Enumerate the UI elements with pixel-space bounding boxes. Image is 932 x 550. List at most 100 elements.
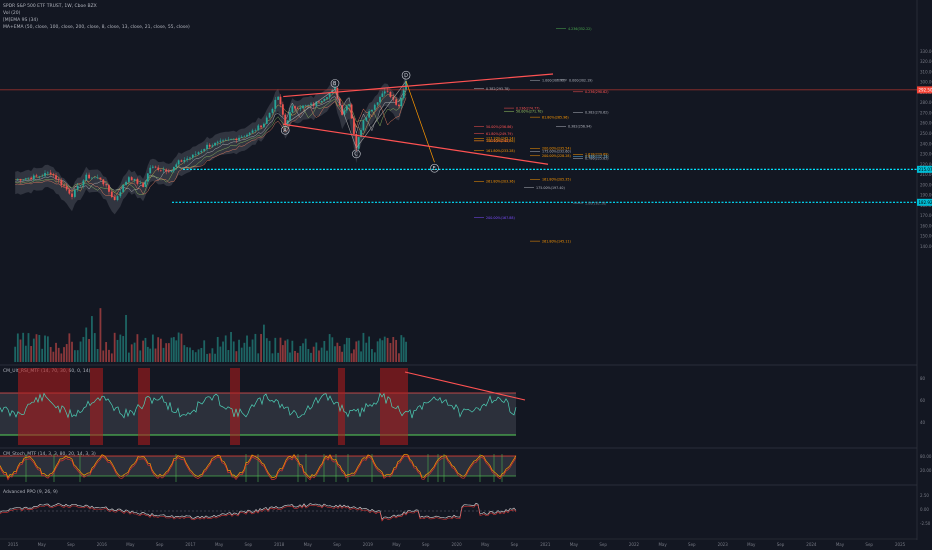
candle-body — [16, 179, 19, 180]
candle-body — [63, 185, 65, 187]
volume-bar — [157, 337, 160, 362]
volume-bar — [57, 347, 60, 362]
volume-bar — [159, 338, 162, 362]
candle-body — [206, 144, 208, 149]
stoch-tick-label: 20.00 — [920, 468, 932, 473]
candle-body — [328, 93, 331, 98]
candle-body — [130, 177, 133, 181]
rsi-divergence-line — [404, 371, 526, 401]
volume-bar — [38, 334, 41, 362]
candle-body — [125, 181, 127, 185]
candle-body — [230, 139, 232, 140]
volume-bar — [183, 345, 186, 362]
candle-body — [383, 91, 386, 94]
ppo-signal-line — [0, 504, 517, 522]
candle-body — [365, 117, 368, 121]
volume-bar — [312, 346, 315, 362]
candle-body — [310, 103, 312, 105]
price-tick-label: 200.00 — [920, 182, 932, 187]
price-level-badge-text: 182.92 — [919, 200, 932, 205]
volume-bar — [110, 353, 113, 362]
volume-bar — [336, 342, 339, 362]
volume-bar — [405, 341, 407, 362]
volume-bar — [125, 314, 127, 362]
fib-level-label: 1.00(182.16) — [585, 201, 606, 205]
pattern-point-circle — [401, 70, 411, 80]
volume-bar — [281, 345, 284, 362]
volume-bar — [271, 353, 274, 362]
time-tick-label: May — [481, 542, 490, 547]
candle-body — [139, 183, 142, 184]
volume-bar — [154, 348, 157, 362]
time-tick-label: May — [392, 542, 401, 547]
volume-bar — [211, 348, 214, 362]
volume-bar — [208, 353, 211, 362]
volume-bar — [73, 350, 76, 362]
fib-level-label: 1.414(242.80) — [486, 139, 510, 143]
candle-body — [165, 169, 168, 172]
volume-bar — [149, 348, 152, 362]
candle-body — [22, 179, 25, 181]
time-tick-label: Sep — [688, 542, 696, 547]
stoch-k-line — [0, 453, 517, 479]
ppo-line — [0, 502, 517, 521]
moving-average-line — [15, 90, 407, 193]
price-tick-label: 230.00 — [920, 152, 932, 157]
candle-body — [240, 136, 243, 138]
candle-body — [248, 132, 251, 135]
volume-bar — [189, 347, 191, 362]
price-tick-label: 210.00 — [920, 172, 932, 177]
current-price-text: 292.50 — [919, 87, 932, 92]
projection-line — [405, 81, 435, 163]
volume-bar — [165, 343, 168, 362]
candle-body — [400, 98, 403, 107]
lower-wedge-line — [283, 123, 549, 165]
price-tick-label: 150.00 — [920, 234, 932, 239]
pattern-point-circle — [280, 125, 290, 135]
candle-body — [189, 157, 191, 159]
volume-bar — [227, 350, 230, 362]
pattern-point-circle — [352, 149, 361, 159]
time-tick-label: Sep — [422, 542, 430, 547]
rsi-tick-label: 60 — [920, 398, 926, 403]
fib-level-label: 61.80%(249.79) — [486, 132, 513, 136]
volume-bar — [214, 353, 216, 362]
candle-body — [60, 180, 63, 186]
candle-body — [219, 140, 222, 142]
pattern-point-circle — [330, 79, 340, 88]
volume-bar — [338, 346, 341, 362]
candle-body — [144, 181, 147, 187]
volume-bar — [353, 349, 355, 362]
candle-body — [208, 144, 211, 147]
time-tick-label: 2019 — [363, 542, 374, 547]
volume-bar — [76, 350, 79, 362]
volume-bar — [71, 341, 73, 362]
price-tick-label: 190.00 — [920, 193, 932, 198]
upper-wedge-line — [283, 73, 554, 98]
candle-body — [55, 175, 57, 180]
volume-bar — [206, 353, 208, 362]
candle-body — [284, 114, 287, 125]
price-level-badge — [917, 165, 932, 173]
volume-bar — [386, 337, 389, 362]
rsi-overbought-zone — [138, 368, 150, 445]
candle-body — [341, 105, 343, 115]
fib-level-label: 0.382(256.94) — [568, 125, 592, 129]
candle-body — [371, 109, 373, 112]
volume-bar — [65, 344, 68, 362]
candle-body — [170, 170, 173, 172]
candle-body — [149, 167, 152, 174]
volume-bar — [320, 347, 323, 362]
price-level-badge — [917, 198, 932, 206]
time-tick-label: Sep — [245, 542, 253, 547]
candle-body — [405, 81, 407, 90]
volume-bar — [116, 339, 119, 362]
candle-body — [360, 130, 362, 138]
candle-body — [200, 150, 203, 153]
time-tick-label: May — [836, 542, 845, 547]
volume-bar — [243, 342, 246, 362]
volume-bar — [334, 346, 336, 362]
time-tick-label: 2016 — [97, 542, 108, 547]
price-tick-label: 220.00 — [920, 162, 932, 167]
